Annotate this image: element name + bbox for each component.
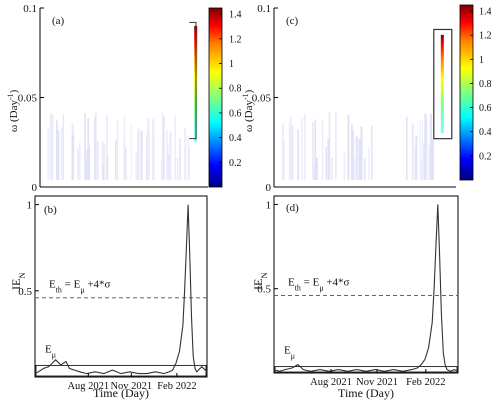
line-panel-b: Eth = Eμ +4*σ Eμ 1 0.5 Aug 2021 Nov 2021 Feb 2…	[9, 195, 208, 400]
panel-label: (a)	[52, 15, 65, 27]
colorbar-tick-label: 1.4	[229, 10, 242, 21]
energy-series-line	[273, 204, 459, 372]
x-tick-label: Aug 2021	[310, 377, 352, 388]
y-axis-label: IEN	[251, 272, 269, 290]
y-tick-label: 0.1	[23, 3, 37, 15]
x-tick-label: Aug 2021	[67, 381, 109, 392]
y-tick-label: 1	[266, 199, 272, 211]
y-tick-label: 0.05	[18, 93, 38, 105]
panel-label: (b)	[44, 204, 57, 216]
x-tick-label: Feb 2022	[157, 381, 196, 392]
colorbar-tick-label: 0.8	[229, 84, 242, 95]
colorbar-tick-label: 1.2	[229, 34, 242, 45]
colorbar-tick-label: 1.4	[479, 7, 491, 18]
plot-frame	[273, 195, 459, 374]
mean-label: Eμ	[45, 343, 56, 359]
colorbar-tick-label: 0.2	[479, 151, 491, 162]
y-tick-label: 1	[27, 200, 33, 212]
colorbar-tick-label: 0.2	[229, 158, 242, 169]
x-tick-label: Nov 2021	[110, 381, 152, 392]
heatmap-panel-c: 0.1 0.05 0 (c) ω (Day-1) 1.4 1.2 1 0.8 0.6 0.4 0.2	[241, 3, 491, 194]
threshold-label: Eth = Eμ +4*σ	[49, 279, 111, 295]
colorbar-tick-label: 0.4	[479, 127, 491, 138]
mean-box	[35, 364, 207, 377]
x-axis-label: Time (Day)	[93, 386, 149, 400]
colorbar-tick-label: 0.6	[479, 103, 491, 114]
x-tick-label: Nov 2021	[356, 377, 398, 388]
x-tick-label: Feb 2022	[406, 377, 445, 388]
y-axis-label: ω (Day-1)	[241, 89, 256, 132]
colorbar	[208, 7, 223, 188]
mean-label: Eμ	[284, 345, 295, 361]
threshold-label: Eth = Eμ +4*σ	[288, 276, 350, 292]
y-tick-label: 0.5	[257, 284, 271, 296]
background-streaks	[47, 112, 190, 180]
x-axis-label: Time (Day)	[338, 386, 394, 400]
y-axis-label: ω (Day-1)	[6, 89, 21, 132]
colorbar-tick-label: 1	[229, 59, 234, 70]
y-tick-label: 0	[266, 182, 272, 194]
energy-series-line	[34, 204, 208, 375]
panel-label: (c)	[286, 15, 299, 27]
plot-frame	[34, 195, 208, 378]
colorbar-tick-label: 1	[479, 55, 484, 66]
colorbar-tick-label: 0.4	[229, 133, 242, 144]
line-panel-d: Eth = Eμ +4*σ Eμ 1 0.5 Aug 2021 Nov 2021 Feb 2…	[251, 195, 459, 400]
colorbar-tick-label: 1.2	[479, 31, 491, 42]
panel-label: (d)	[286, 202, 299, 214]
background-streaks	[281, 111, 434, 180]
heatmap-panel-a: 0.1 0.05 0 (a) ω (Day-1) 1.4 1.2 1 0.8 0.6 0.4 0.2	[6, 3, 242, 194]
y-axis-label: IEN	[9, 272, 27, 290]
mean-box	[274, 366, 458, 373]
high-energy-ridge	[440, 34, 444, 134]
colorbar-tick-label: 0.6	[229, 108, 242, 119]
colorbar-tick-label: 0.8	[479, 79, 491, 90]
y-tick-label: 0.05	[252, 93, 272, 105]
highlight-box	[433, 28, 453, 140]
y-tick-label: 0.1	[257, 3, 271, 15]
y-tick-label: 0	[32, 182, 38, 194]
colorbar	[459, 4, 474, 181]
y-tick-label: 0.5	[18, 286, 32, 298]
highlight-bracket	[189, 21, 197, 140]
